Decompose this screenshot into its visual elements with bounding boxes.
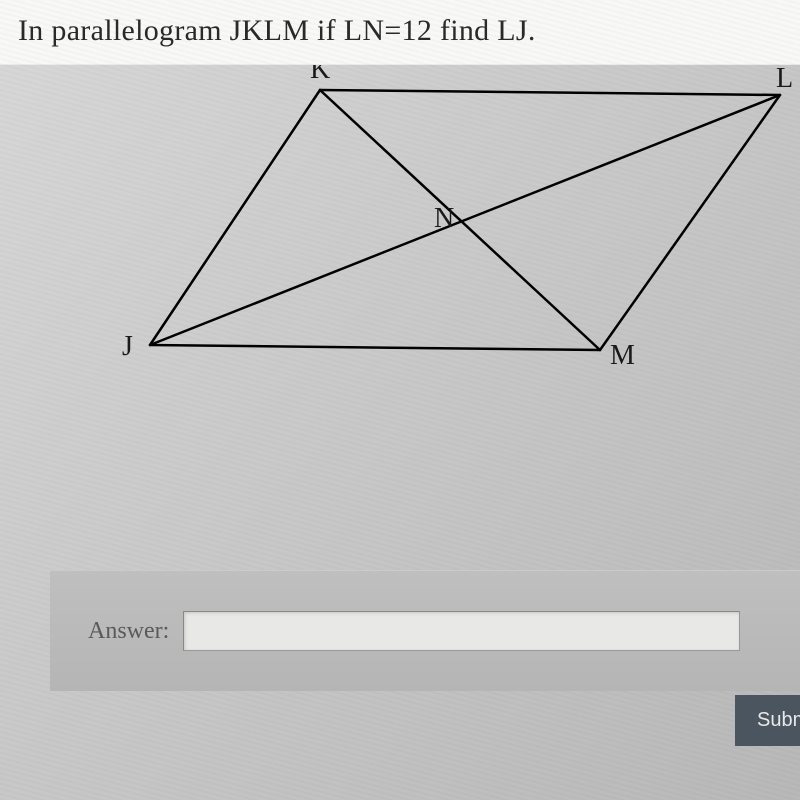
question-bar: In parallelogram JKLM if LN=12 find LJ. (0, 0, 800, 65)
parallelogram-diagram: J K L M N (0, 65, 800, 505)
vertex-label-l: L (776, 65, 793, 94)
answer-label: Answer: (88, 618, 169, 645)
diagram-area: J K L M N (0, 65, 800, 505)
answer-input[interactable] (183, 611, 740, 651)
vertex-label-n: N (434, 203, 454, 234)
vertex-label-k: K (310, 65, 330, 85)
submit-button[interactable]: Subm (735, 695, 800, 746)
answer-panel: Answer: (50, 570, 800, 691)
vertex-label-j: J (122, 331, 133, 362)
vertex-label-m: M (610, 340, 635, 371)
question-text: In parallelogram JKLM if LN=12 find LJ. (18, 14, 782, 48)
